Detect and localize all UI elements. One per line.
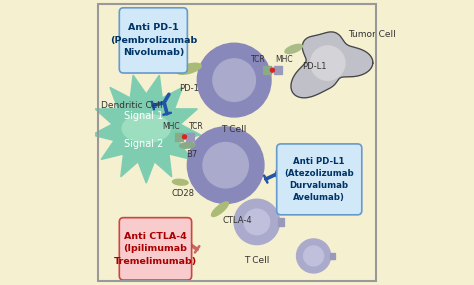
Bar <box>264 66 271 68</box>
Bar <box>330 255 335 257</box>
Bar <box>278 225 284 227</box>
Polygon shape <box>291 32 373 98</box>
Bar <box>330 253 335 254</box>
Bar <box>186 136 193 138</box>
Text: PD-1: PD-1 <box>179 84 199 93</box>
Bar <box>186 139 193 141</box>
Ellipse shape <box>176 63 201 74</box>
Circle shape <box>271 68 274 72</box>
Text: TCR: TCR <box>251 55 266 64</box>
Text: Signal 1: Signal 1 <box>124 111 163 121</box>
Polygon shape <box>92 75 201 183</box>
Ellipse shape <box>211 202 228 217</box>
Ellipse shape <box>285 44 302 54</box>
Text: Signal 2: Signal 2 <box>124 139 163 149</box>
Bar <box>175 133 183 135</box>
Bar <box>175 136 183 138</box>
Text: B7: B7 <box>186 150 197 159</box>
Text: MHC: MHC <box>163 122 180 131</box>
Text: Anti CTLA-4
(Ipilimumab
Tremelimumab): Anti CTLA-4 (Ipilimumab Tremelimumab) <box>114 232 197 266</box>
Circle shape <box>197 43 271 117</box>
Ellipse shape <box>180 142 195 148</box>
Bar <box>273 66 282 68</box>
Circle shape <box>297 239 330 273</box>
Text: Anti PD-1
(Pembrolizumab
Nivolumab): Anti PD-1 (Pembrolizumab Nivolumab) <box>109 23 197 57</box>
Circle shape <box>213 59 255 101</box>
Ellipse shape <box>173 179 188 185</box>
Text: Dendritic Cell: Dendritic Cell <box>101 101 163 110</box>
FancyBboxPatch shape <box>277 144 362 215</box>
Text: T Cell: T Cell <box>244 256 270 265</box>
Circle shape <box>234 199 280 245</box>
Bar <box>273 72 282 74</box>
Text: TCR: TCR <box>189 122 203 131</box>
Bar <box>175 139 183 141</box>
Text: PD-L1: PD-L1 <box>302 62 327 71</box>
Text: Anti PD-L1
(Atezolizumab
Durvalumab
Avelumab): Anti PD-L1 (Atezolizumab Durvalumab Avel… <box>284 157 354 201</box>
Circle shape <box>187 127 264 203</box>
Text: CTLA-4: CTLA-4 <box>222 216 252 225</box>
Text: Tumor Cell: Tumor Cell <box>347 30 395 39</box>
Ellipse shape <box>122 114 170 142</box>
Circle shape <box>182 135 186 139</box>
Text: MHC: MHC <box>275 55 292 64</box>
Circle shape <box>310 46 345 80</box>
FancyBboxPatch shape <box>119 218 191 280</box>
Circle shape <box>203 142 248 188</box>
Bar <box>273 69 282 71</box>
Bar <box>278 218 284 220</box>
Bar <box>330 258 335 259</box>
Bar <box>264 69 271 71</box>
Circle shape <box>244 209 270 235</box>
Bar <box>186 133 193 135</box>
Text: CD28: CD28 <box>172 190 195 198</box>
Bar <box>278 221 284 223</box>
Text: T Cell: T Cell <box>221 125 247 135</box>
Bar <box>264 72 271 74</box>
FancyBboxPatch shape <box>119 8 187 73</box>
Circle shape <box>304 246 323 266</box>
